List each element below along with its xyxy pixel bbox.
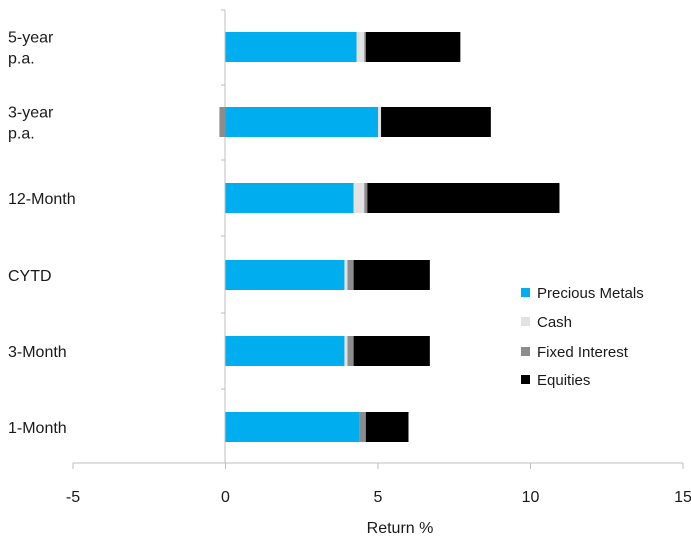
bar-cash-3-month	[344, 336, 348, 366]
bar-precious-metals-12-month	[225, 183, 354, 213]
legend-swatch-cash	[521, 317, 530, 326]
category-labels: 5-year p.a. 3-year p.a. 12-Month CYTD 3-Month 1…	[8, 30, 76, 438]
x-tick-label: 15	[674, 489, 691, 506]
bar-equities-3-month	[353, 336, 430, 366]
legend-swatch-equities	[521, 375, 530, 384]
x-tick-label: 5	[374, 489, 383, 506]
legend-swatch-precious-metals	[521, 288, 530, 297]
y-axis-ticks	[221, 9, 225, 464]
bar-equities-5-year-p-a-	[365, 32, 461, 62]
x-axis-ticks: -5 0 5 10 15	[66, 463, 691, 506]
bar-equities-cytd	[353, 260, 430, 290]
x-axis-title: Return %	[367, 520, 434, 537]
category-label: 3-Month	[8, 344, 67, 361]
category-label: p.a.	[8, 51, 35, 68]
bar-cash-5-year-p-a-	[356, 32, 365, 62]
category-label: p.a.	[8, 126, 35, 143]
bar-fixed-interest-12-month	[364, 183, 368, 213]
x-tick-label: 10	[522, 489, 540, 506]
bar-fixed-interest-1-month	[359, 412, 366, 442]
bar-precious-metals-3-month	[225, 336, 345, 366]
bar-precious-metals-3-year-p-a-	[225, 107, 378, 137]
legend-label-cash: Cash	[537, 314, 572, 331]
bar-fixed-interest-cytd	[347, 260, 354, 290]
category-label: CYTD	[8, 268, 52, 285]
bar-cash-3-year-p-a-	[378, 107, 382, 137]
bar-fixed-interest-3-month	[347, 336, 354, 366]
bar-equities-12-month	[367, 183, 560, 213]
bar-cash-12-month	[353, 183, 365, 213]
legend-label-precious-metals: Precious Metals	[537, 285, 644, 302]
bar-equities-1-month	[365, 412, 409, 442]
category-label: 5-year	[8, 30, 54, 47]
bars-group	[219, 32, 560, 442]
category-label: 12-Month	[8, 191, 76, 208]
legend: Precious Metals Cash Fixed Interest Equitie…	[521, 285, 644, 389]
category-label: 1-Month	[8, 420, 67, 437]
legend-swatch-fixed-interest	[521, 347, 530, 356]
legend-label-fixed-interest: Fixed Interest	[537, 344, 629, 361]
bar-cash-cytd	[344, 260, 348, 290]
bar-precious-metals-5-year-p-a-	[225, 32, 357, 62]
bar-fixed-interest-5-year-p-a-	[364, 32, 366, 62]
category-label: 3-year	[8, 105, 54, 122]
x-tick-label: 0	[221, 489, 230, 506]
x-tick-label: -5	[66, 489, 80, 506]
bar-precious-metals-1-month	[225, 412, 360, 442]
bar-precious-metals-cytd	[225, 260, 345, 290]
bar-equities-3-year-p-a-	[381, 107, 491, 137]
legend-label-equities: Equities	[537, 372, 590, 389]
bar-fixed-interest-3-year-p-a-	[219, 107, 226, 137]
